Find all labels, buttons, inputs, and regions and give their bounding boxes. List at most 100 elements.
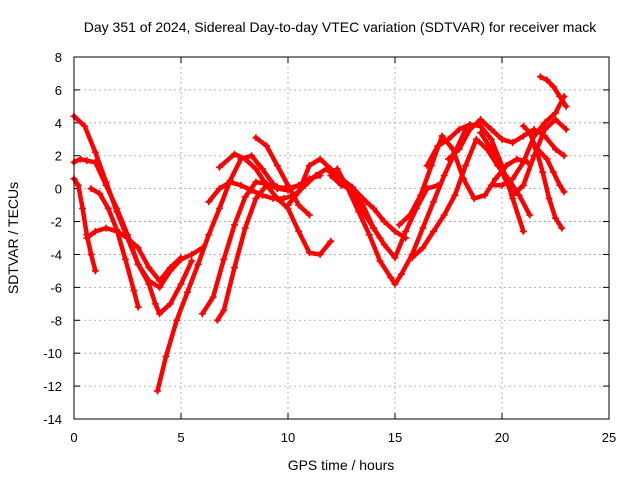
data-point [391,254,399,262]
data-point [81,122,89,130]
data-point [470,195,478,203]
data-point [156,277,164,285]
data-point [519,227,527,235]
data-point [91,267,99,275]
data-point [487,135,495,143]
x-tick-label: 0 [70,430,77,445]
data-point [273,195,281,203]
data-point [241,155,249,163]
data-point [455,125,463,133]
data-point [102,181,110,189]
data-point [102,224,110,232]
data-point [344,185,352,193]
data-point [552,116,559,124]
data-point [445,155,452,163]
data-point [316,155,324,163]
data-point [477,116,485,124]
data-point [280,195,288,203]
data-point [402,234,410,242]
data-point [252,165,260,173]
y-tick-label: 2 [55,149,62,164]
data-point [83,157,91,165]
x-tick-label: 15 [388,430,402,445]
data-point [241,193,249,201]
data-point [91,158,99,166]
data-point [526,129,534,137]
data-point [327,171,335,179]
data-point [543,76,551,84]
data-point [156,283,164,291]
chart-title: Day 351 of 2024, Sidereal Day-to-day VTE… [84,19,597,35]
data-point [423,162,431,170]
data-point [145,280,153,288]
data-point [273,162,281,170]
x-tick-label: 25 [602,430,616,445]
data-point [419,244,427,252]
data-point [562,102,570,110]
data-point [560,188,568,196]
data-point [445,135,452,143]
data-point [216,163,224,171]
data-point [552,109,559,117]
data-point [519,158,527,166]
data-point [530,142,538,150]
data-point [177,280,185,288]
data-point [134,303,142,311]
data-point [440,211,448,219]
data-point [359,195,367,203]
data-point [408,254,416,262]
data-point [370,204,378,212]
y-tick-label: -6 [50,280,62,295]
data-point [134,244,142,252]
data-point [226,178,234,186]
data-point [498,135,506,143]
data-point [455,145,463,153]
data-point [477,122,485,130]
x-axis-label: GPS time / hours [288,457,395,473]
data-point [438,132,446,140]
data-point [213,316,221,324]
data-point [220,255,228,263]
data-point [327,237,335,245]
data-point [365,231,373,239]
data-point [194,260,202,268]
data-point [541,119,549,127]
data-point [258,165,266,173]
data-point [121,255,129,263]
data-point [76,155,84,163]
data-point [477,129,485,137]
data-point [451,191,459,199]
axis-ticks: 0 5 10 15 20 25 -14 -12 -10 -8 -6 -4 -2 0 2 4 6 8 [43,50,616,445]
x-tick-label: 20 [495,430,509,445]
data-point [519,122,527,130]
data-point [91,148,99,156]
y-tick-label: -4 [50,247,62,262]
data-point [370,224,378,232]
data-point [440,171,448,179]
y-tick-label: 0 [55,182,62,197]
series-line-6 [155,153,276,394]
data-point [552,145,559,153]
data-point [562,125,570,133]
plot-area [70,73,570,395]
plot-frame [73,56,610,420]
data-point [295,227,303,235]
data-point [549,83,557,91]
data-point [552,214,559,222]
data-point [305,162,313,170]
data-point [198,310,206,318]
data-point [231,150,238,158]
data-point [209,293,217,301]
data-point [305,211,313,219]
data-point [241,224,249,232]
data-point [466,125,474,133]
data-point [96,190,104,198]
gridlines [74,57,609,419]
data-point [162,352,170,360]
data-point [487,145,495,153]
y-tick-label: -12 [43,379,62,394]
data-point [237,181,245,189]
data-point [130,287,138,295]
data-point [216,204,224,212]
